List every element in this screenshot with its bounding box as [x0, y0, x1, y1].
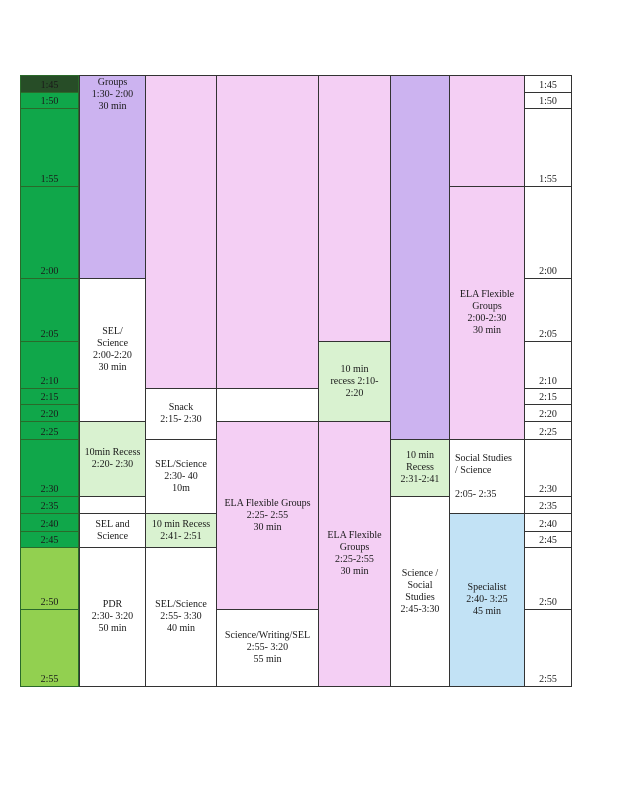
schedule-block: 10 min Recess 2:41- 2:51 — [145, 513, 217, 548]
time-label-left: 1:55 — [20, 108, 79, 187]
time-label-right: 2:45 — [524, 531, 572, 548]
time-label-left: 2:40 — [20, 513, 79, 532]
time-label-right: 1:55 — [524, 108, 572, 187]
schedule-block: 10 min recess 2:10- 2:20 — [318, 341, 391, 422]
time-label-left: 2:00 — [20, 186, 79, 279]
time-label-left: 1:45 — [20, 75, 79, 93]
schedule-block: 10 min Recess 2:31-2:41 — [390, 439, 450, 497]
schedule-block: Groups 1:30- 2:00 30 min — [79, 75, 146, 279]
time-label-left: 2:55 — [20, 609, 79, 687]
schedule-block: ELA Flexible Groups 2:25-2:55 30 min — [318, 421, 391, 687]
time-label-right: 2:25 — [524, 421, 572, 440]
time-label-left: 2:45 — [20, 531, 79, 548]
schedule-block: SEL and Science — [79, 513, 146, 548]
time-label-right: 2:50 — [524, 547, 572, 610]
schedule-block — [449, 75, 525, 187]
time-label-left: 2:25 — [20, 421, 79, 440]
time-label-right: 2:40 — [524, 513, 572, 532]
schedule-block: SEL/ Science 2:00-2:20 30 min — [79, 278, 146, 422]
schedule-block — [390, 75, 450, 440]
schedule-block — [216, 388, 319, 422]
schedule-block: Social Studies / Science 2:05- 2:35 — [449, 439, 525, 514]
schedule-block: 10min Recess 2:20- 2:30 — [79, 421, 146, 497]
time-label-right: 2:20 — [524, 404, 572, 422]
time-label-left: 2:05 — [20, 278, 79, 342]
schedule-block: ELA Flexible Groups 2:25- 2:55 30 min — [216, 421, 319, 610]
time-label-right: 2:10 — [524, 341, 572, 389]
time-label-right: 2:35 — [524, 496, 572, 514]
schedule-block — [145, 75, 217, 389]
schedule-block: Science/Writing/SEL 2:55- 3:20 55 min — [216, 609, 319, 687]
time-label-left: 2:20 — [20, 404, 79, 422]
time-label-right: 2:30 — [524, 439, 572, 497]
time-label-right: 2:15 — [524, 388, 572, 405]
time-label-left: 2:10 — [20, 341, 79, 389]
schedule-block: SEL/Science 2:30- 40 10m — [145, 439, 217, 514]
time-label-left: 2:30 — [20, 439, 79, 497]
schedule-block — [79, 496, 146, 514]
time-label-right: 2:55 — [524, 609, 572, 687]
schedule-block: ELA Flexible Groups 2:00-2:30 30 min — [449, 186, 525, 440]
schedule-block — [216, 75, 319, 389]
schedule-block: Specialist 2:40- 3:25 45 min — [449, 513, 525, 687]
time-label-right: 2:05 — [524, 278, 572, 342]
time-label-right: 1:50 — [524, 92, 572, 109]
schedule-block: PDR 2:30- 3:20 50 min — [79, 547, 146, 687]
schedule-block: Science / Social Studies 2:45-3:30 — [390, 496, 450, 687]
time-label-left: 2:35 — [20, 496, 79, 514]
time-label-left: 1:50 — [20, 92, 79, 109]
time-label-left: 2:15 — [20, 388, 79, 405]
schedule-block — [318, 75, 391, 342]
schedule-block: SEL/Science 2:55- 3:30 40 min — [145, 547, 217, 687]
time-label-left: 2:50 — [20, 547, 79, 610]
time-label-right: 2:00 — [524, 186, 572, 279]
time-label-right: 1:45 — [524, 75, 572, 93]
schedule-block: Snack 2:15- 2:30 — [145, 388, 217, 440]
